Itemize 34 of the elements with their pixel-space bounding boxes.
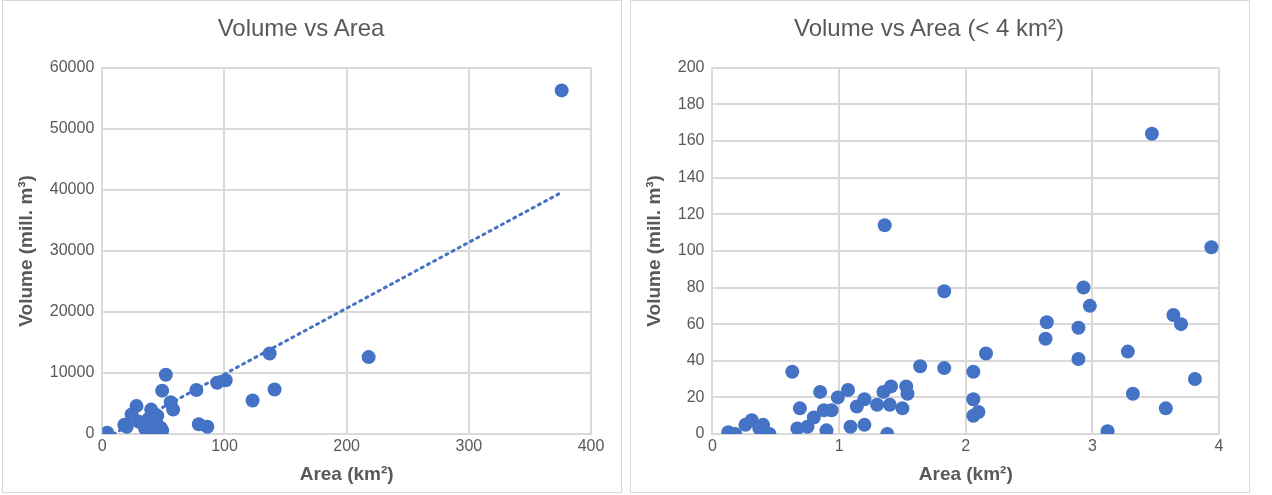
- x-tick-label: 100: [211, 437, 238, 455]
- y-tick-label: 120: [677, 204, 705, 222]
- y-tick-label: 0: [695, 424, 705, 442]
- x-tick-label: 1: [834, 437, 844, 455]
- x-axis-title: Area (km²): [918, 462, 1013, 484]
- x-tick-label: 0: [97, 437, 107, 455]
- y-tick-label: 50000: [49, 119, 95, 137]
- y-tick-label: 60: [686, 314, 705, 332]
- x-tick-label: 0: [708, 437, 718, 455]
- y-tick-label: 20000: [49, 302, 95, 320]
- chart-title: Volume vs Area: [217, 14, 386, 42]
- y-tick-label: 30000: [49, 241, 95, 259]
- y-axis-title: Volume (mill. m³): [14, 175, 36, 327]
- y-tick-label: 160: [677, 131, 705, 149]
- y-tick-label: 20: [686, 387, 705, 405]
- y-tick-label: 200: [677, 58, 705, 76]
- y-tick-label: 10000: [49, 363, 95, 381]
- y-tick-label: 40: [686, 351, 705, 369]
- y-tick-label: 0: [85, 424, 95, 442]
- x-tick-label: 300: [455, 437, 483, 455]
- y-tick-label: 140: [677, 168, 705, 186]
- chart-title: Volume vs Area (< 4 km²): [793, 14, 1065, 42]
- x-tick-label: 200: [333, 437, 361, 455]
- x-tick-label: 2: [961, 437, 971, 455]
- x-tick-label: 4: [1214, 437, 1224, 455]
- y-tick-label: 60000: [49, 58, 95, 76]
- y-tick-label: 180: [677, 94, 705, 112]
- x-tick-label: 400: [577, 437, 605, 455]
- x-axis-title: Area (km²): [299, 462, 394, 484]
- y-tick-label: 100: [677, 241, 705, 259]
- y-tick-label: 80: [686, 277, 705, 295]
- y-tick-label: 40000: [49, 180, 95, 198]
- y-axis-title: Volume (mill. m³): [642, 175, 664, 327]
- x-tick-label: 3: [1087, 437, 1097, 455]
